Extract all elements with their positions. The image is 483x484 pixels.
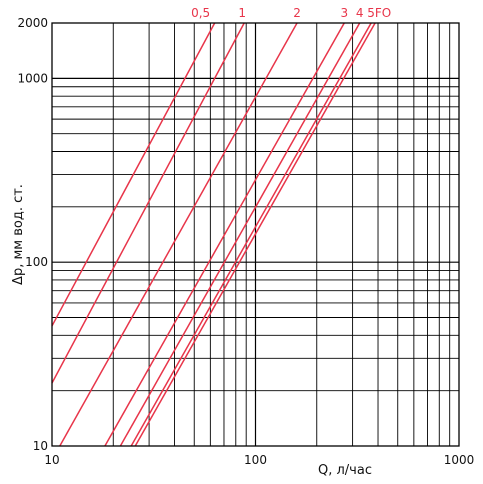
series-line-3 xyxy=(59,22,298,447)
x-tick-label: 100 xyxy=(244,453,267,467)
series-label: 3 xyxy=(340,6,348,20)
plot-frame xyxy=(51,22,460,447)
grid xyxy=(52,23,459,446)
series-label: 2 xyxy=(293,6,301,20)
y-tick-label: 100 xyxy=(25,255,48,269)
x-tick-label: 1000 xyxy=(444,453,475,467)
x-axis-title: Q, л/час xyxy=(318,463,372,478)
x-tick-label: 10 xyxy=(44,453,59,467)
series-line-5 xyxy=(119,22,361,447)
series-label: 5 xyxy=(367,6,375,20)
y-tick-label: 1000 xyxy=(17,71,48,85)
series-line-1 xyxy=(51,22,216,327)
y-tick-label: 2000 xyxy=(17,16,48,30)
series-label: 1 xyxy=(238,6,246,20)
y-axis-title: Δp, мм вод. ст. xyxy=(11,184,26,285)
series-line-4 xyxy=(104,22,345,447)
series-lines xyxy=(51,22,376,447)
series-line-6 xyxy=(130,22,372,447)
series-line-7 xyxy=(134,22,376,447)
tick-labels: 10 100 1000 10 100 1000 2000 xyxy=(17,16,474,467)
series-label: 4 xyxy=(356,6,364,20)
series-label: 0,5 xyxy=(191,6,210,20)
series-labels: 0,5 1 2 3 4 5 FO xyxy=(191,6,391,20)
series-line-2 xyxy=(51,22,245,384)
y-tick-label: 10 xyxy=(33,439,48,453)
series-label: FO xyxy=(375,6,391,20)
